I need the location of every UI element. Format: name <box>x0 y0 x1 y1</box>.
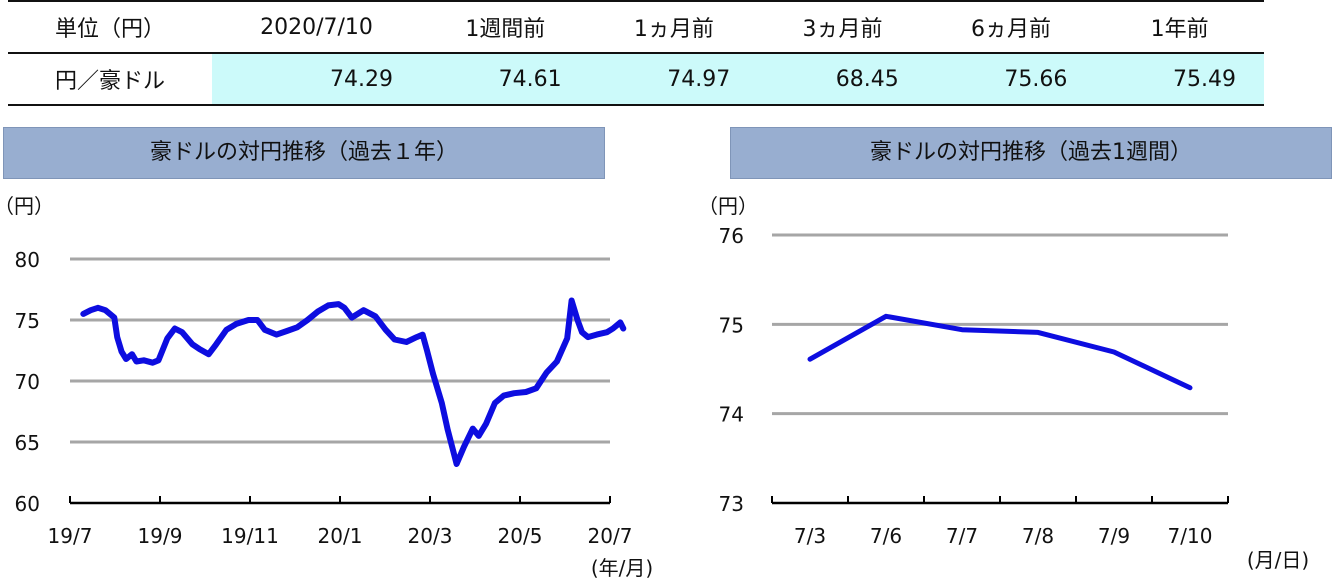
series-line-aud-jpy <box>80 297 627 467</box>
y-tick-label: 60 <box>15 492 40 516</box>
header-6-months-ago: 6ヵ月前 <box>926 0 1096 54</box>
header-1-month-ago: 1ヵ月前 <box>589 0 759 54</box>
x-tick-label: 20/1 <box>318 524 363 548</box>
header-1-week-ago: 1週間前 <box>421 0 590 54</box>
y-tick-label: 80 <box>15 248 40 272</box>
x-tick-label: 19/11 <box>221 524 279 548</box>
rate-table-value-row: 円／豪ドル 74.29 74.61 74.97 68.45 75.66 75.4… <box>8 53 1264 106</box>
y-tick-label: 73 <box>719 492 744 516</box>
header-unit: 単位（円） <box>8 0 212 54</box>
x-axis-unit-label: (年/月) <box>591 556 653 580</box>
chart-year: 60 65 70 75 80 19/7 19/9 19/11 20/1 20/3 20/5 20/7 （… <box>0 194 653 580</box>
value-1-month-ago: 74.97 <box>589 53 759 106</box>
x-tick-label: 7/10 <box>1168 524 1213 548</box>
value-1-year-ago: 75.49 <box>1095 53 1264 106</box>
row-label-jpy-aud: 円／豪ドル <box>8 53 212 106</box>
rate-table-header-row: 単位（円） 2020/7/10 1週間前 1ヵ月前 3ヵ月前 6ヵ月前 1年前 <box>8 0 1264 54</box>
y-tick-label: 70 <box>15 370 40 394</box>
x-tick-label: 7/9 <box>1098 524 1130 548</box>
y-tick-label: 76 <box>719 224 744 248</box>
chart-year-title: 豪ドルの対円推移（過去１年） <box>3 127 605 179</box>
series-line-aud-jpy-week <box>807 313 1193 391</box>
x-tick-label: 20/5 <box>498 524 543 548</box>
chart-week: 73 74 75 76 7/3 7/6 7/7 7/8 7/9 7/10 （円） (月/日) <box>698 194 1309 572</box>
x-tick-label: 19/9 <box>138 524 183 548</box>
x-tick-label: 7/7 <box>946 524 978 548</box>
rate-table: 単位（円） 2020/7/10 1週間前 1ヵ月前 3ヵ月前 6ヵ月前 1年前 … <box>8 0 1264 106</box>
y-tick-label: 75 <box>719 313 744 337</box>
x-tick-label: 7/3 <box>794 524 826 548</box>
y-axis-unit-label: （円） <box>698 194 758 218</box>
x-tick-label: 19/7 <box>48 524 93 548</box>
x-axis-unit-label: (月/日) <box>1247 548 1309 572</box>
y-tick-label: 74 <box>719 403 744 427</box>
y-tick-label: 75 <box>15 309 40 333</box>
value-2020-7-10: 74.29 <box>212 53 422 106</box>
y-tick-label: 65 <box>15 431 40 455</box>
y-axis-unit-label: （円） <box>0 194 54 218</box>
value-6-months-ago: 75.66 <box>926 53 1096 106</box>
x-tick-label: 20/3 <box>408 524 453 548</box>
value-3-months-ago: 68.45 <box>758 53 927 106</box>
chart-week-title: 豪ドルの対円推移（過去1週間） <box>730 127 1332 179</box>
x-tick-label: 7/6 <box>870 524 902 548</box>
value-1-week-ago: 74.61 <box>421 53 590 106</box>
x-tick-label: 7/8 <box>1022 524 1054 548</box>
header-3-months-ago: 3ヵ月前 <box>758 0 927 54</box>
x-tick-label: 20/7 <box>588 524 633 548</box>
header-1-year-ago: 1年前 <box>1095 0 1264 54</box>
header-2020-7-10: 2020/7/10 <box>212 0 422 54</box>
